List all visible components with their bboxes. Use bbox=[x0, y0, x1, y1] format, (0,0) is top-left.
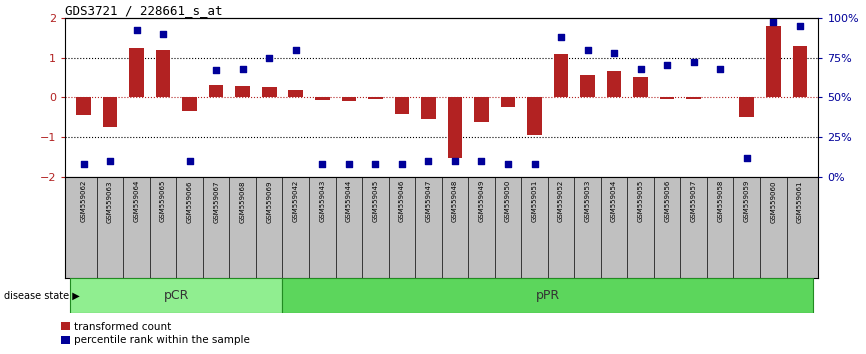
Text: GSM559052: GSM559052 bbox=[558, 180, 564, 222]
Point bbox=[210, 67, 223, 73]
Text: GSM559069: GSM559069 bbox=[266, 180, 272, 223]
Point bbox=[422, 158, 436, 164]
Text: GSM559050: GSM559050 bbox=[505, 180, 511, 222]
Text: GSM559065: GSM559065 bbox=[160, 180, 166, 222]
Point bbox=[262, 55, 276, 61]
Point bbox=[793, 23, 807, 29]
Text: pCR: pCR bbox=[164, 289, 189, 302]
Text: GSM559046: GSM559046 bbox=[399, 180, 405, 222]
Text: GSM559043: GSM559043 bbox=[320, 180, 326, 222]
Point bbox=[607, 50, 621, 56]
Point bbox=[395, 161, 409, 167]
Bar bbox=[687, 97, 701, 99]
Point bbox=[580, 47, 594, 52]
Bar bbox=[395, 97, 409, 114]
Point bbox=[740, 155, 753, 161]
Point bbox=[714, 66, 727, 72]
Bar bbox=[660, 97, 675, 99]
Point bbox=[156, 31, 170, 36]
Bar bbox=[553, 54, 568, 97]
Point bbox=[183, 158, 197, 164]
Bar bbox=[633, 78, 648, 97]
Bar bbox=[183, 97, 197, 111]
Point bbox=[766, 20, 780, 25]
Bar bbox=[103, 97, 118, 127]
Bar bbox=[792, 46, 807, 97]
Text: GSM559048: GSM559048 bbox=[452, 180, 458, 222]
Bar bbox=[76, 97, 91, 115]
Text: GSM559062: GSM559062 bbox=[81, 180, 87, 222]
Text: GSM559066: GSM559066 bbox=[187, 180, 192, 223]
Bar bbox=[129, 47, 144, 97]
Bar bbox=[580, 75, 595, 97]
Text: GSM559063: GSM559063 bbox=[107, 180, 113, 223]
Text: pPR: pPR bbox=[536, 289, 559, 302]
Bar bbox=[70, 278, 282, 313]
Point bbox=[315, 161, 329, 167]
Text: GSM559042: GSM559042 bbox=[293, 180, 299, 222]
Text: GSM559059: GSM559059 bbox=[744, 180, 750, 222]
Point bbox=[501, 161, 515, 167]
Text: GSM559067: GSM559067 bbox=[213, 180, 219, 223]
Bar bbox=[262, 87, 276, 97]
Point bbox=[289, 47, 303, 52]
Point bbox=[660, 63, 674, 68]
Text: GSM559051: GSM559051 bbox=[532, 180, 538, 222]
Text: GSM559057: GSM559057 bbox=[691, 180, 696, 222]
Text: GSM559049: GSM559049 bbox=[478, 180, 484, 222]
Text: GSM559045: GSM559045 bbox=[372, 180, 378, 222]
Bar bbox=[475, 97, 488, 122]
Text: GSM559058: GSM559058 bbox=[717, 180, 723, 222]
Point bbox=[554, 34, 568, 40]
Point bbox=[368, 161, 382, 167]
Text: disease state ▶: disease state ▶ bbox=[4, 291, 80, 301]
Point bbox=[687, 59, 701, 65]
Point bbox=[76, 161, 90, 167]
Point bbox=[236, 66, 249, 72]
Bar bbox=[209, 85, 223, 97]
Text: GSM559060: GSM559060 bbox=[770, 180, 776, 223]
Point bbox=[475, 158, 488, 164]
Bar bbox=[448, 97, 462, 158]
Point bbox=[448, 158, 462, 164]
Bar bbox=[282, 278, 813, 313]
Bar bbox=[315, 97, 330, 100]
Point bbox=[342, 161, 356, 167]
Text: GSM559053: GSM559053 bbox=[585, 180, 591, 222]
Text: GDS3721 / 228661_s_at: GDS3721 / 228661_s_at bbox=[65, 4, 223, 17]
Text: GSM559055: GSM559055 bbox=[637, 180, 643, 222]
Bar bbox=[607, 72, 622, 97]
Text: GSM559054: GSM559054 bbox=[611, 180, 617, 222]
Bar bbox=[156, 50, 171, 97]
Text: GSM559061: GSM559061 bbox=[797, 180, 803, 223]
Bar bbox=[341, 97, 356, 101]
Bar bbox=[527, 97, 542, 135]
Bar bbox=[501, 97, 515, 107]
Bar bbox=[288, 90, 303, 97]
Bar bbox=[740, 97, 754, 117]
Bar bbox=[421, 97, 436, 119]
Point bbox=[103, 158, 117, 164]
Bar bbox=[766, 26, 780, 97]
Text: GSM559064: GSM559064 bbox=[133, 180, 139, 222]
Legend: transformed count, percentile rank within the sample: transformed count, percentile rank withi… bbox=[61, 322, 250, 345]
Text: GSM559047: GSM559047 bbox=[425, 180, 431, 222]
Point bbox=[130, 28, 144, 33]
Point bbox=[527, 161, 541, 167]
Point bbox=[634, 66, 648, 72]
Bar bbox=[368, 97, 383, 99]
Text: GSM559056: GSM559056 bbox=[664, 180, 670, 222]
Bar bbox=[236, 86, 250, 97]
Text: GSM559068: GSM559068 bbox=[240, 180, 246, 223]
Text: GSM559044: GSM559044 bbox=[346, 180, 352, 222]
